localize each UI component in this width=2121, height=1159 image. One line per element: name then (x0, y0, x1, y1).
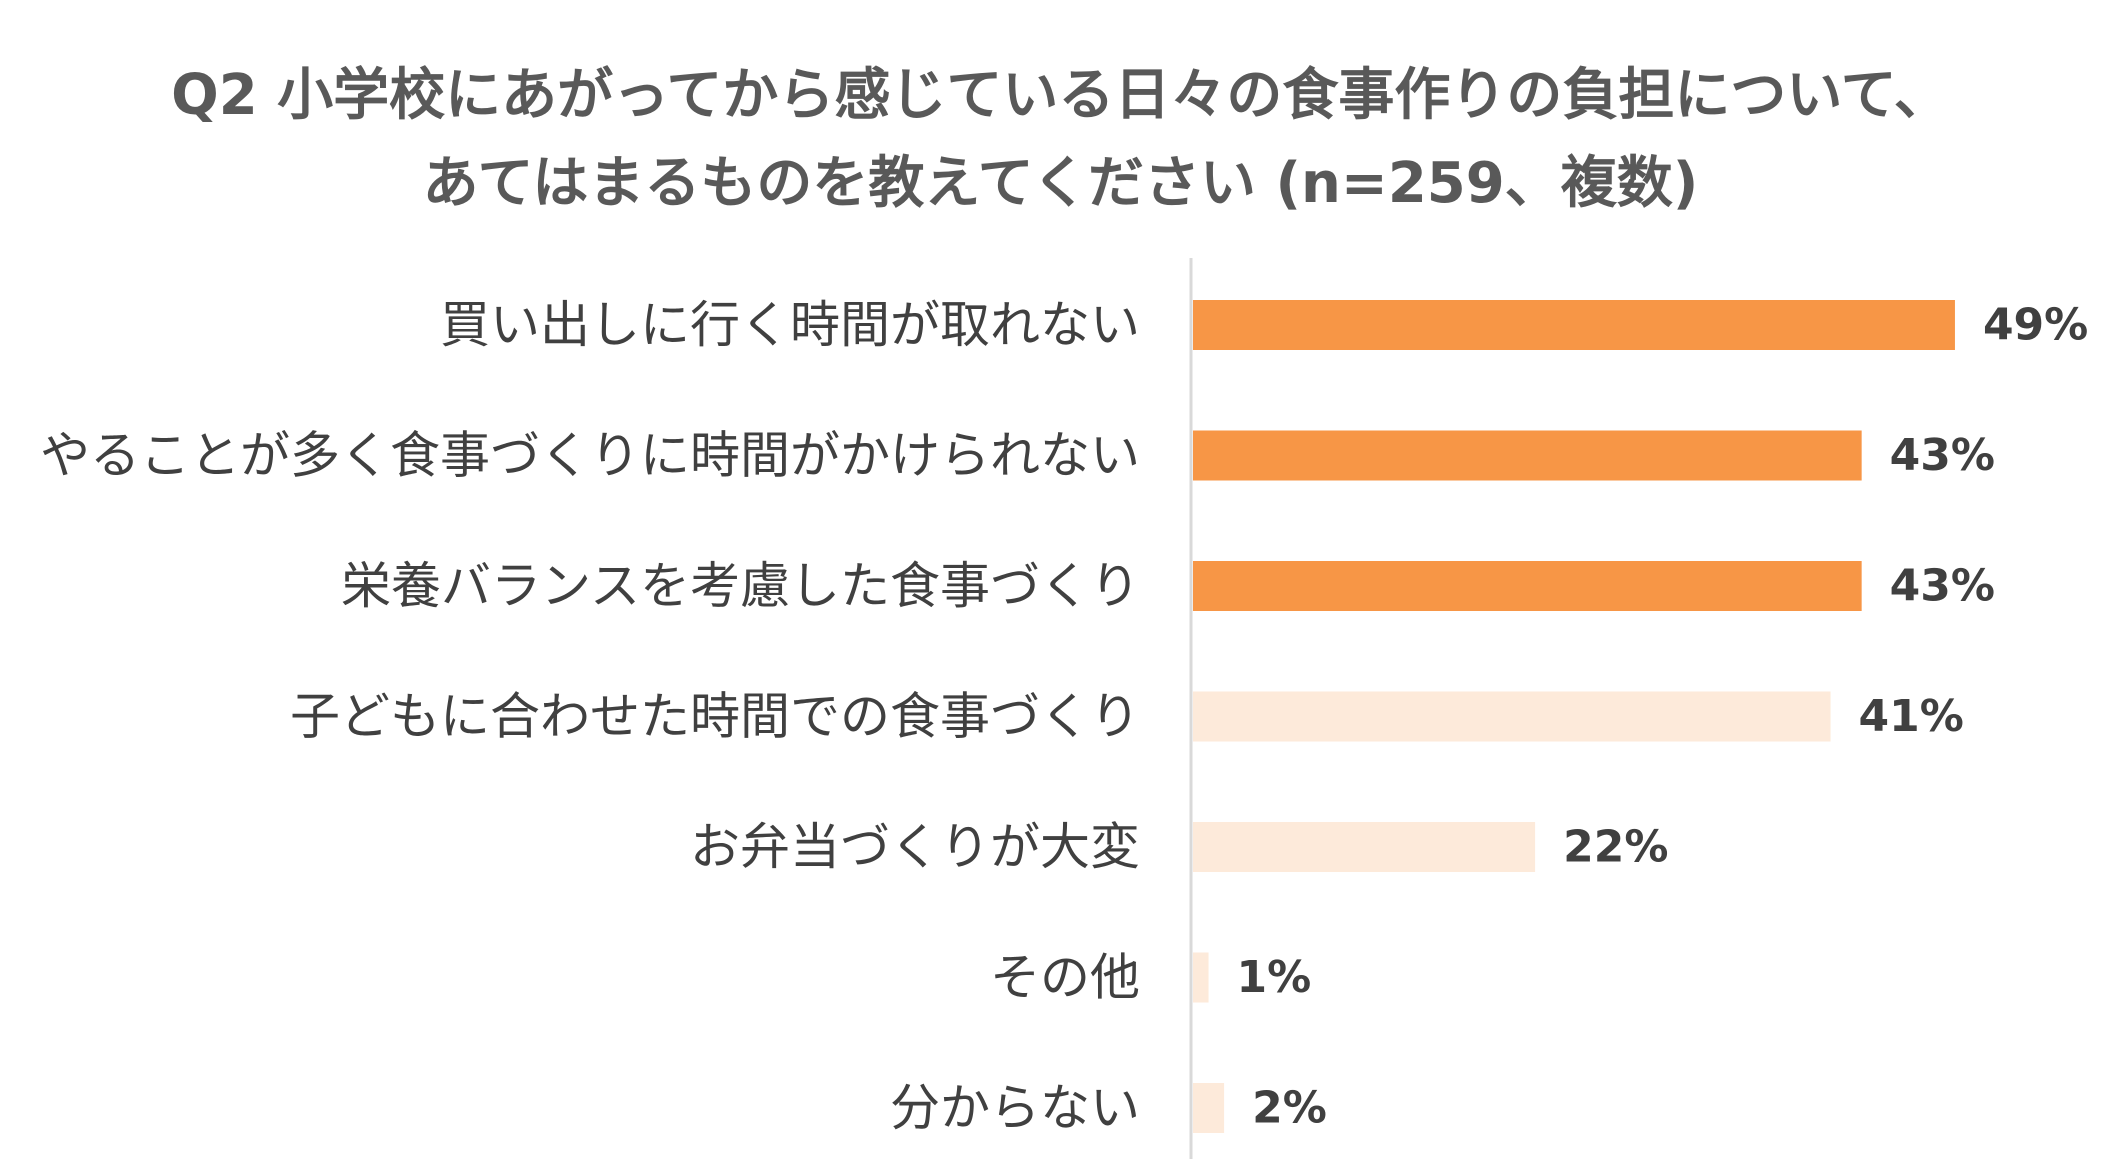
bar (1193, 822, 1536, 872)
category-label: 買い出しに行く時間が取れない (440, 296, 1140, 354)
category-label: 栄養バランスを考慮した食事づくり (341, 557, 1140, 615)
category-label: やることが多く食事づくりに時間がかけられない (40, 427, 1140, 485)
category-label: お弁当づくりが大変 (690, 818, 1140, 876)
category-label: 子どもに合わせた時間での食事づくり (290, 688, 1140, 746)
bar (1193, 561, 1862, 611)
chart-title: Q2 小学校にあがってから感じている日々の食事作りの負担について、 あてはまるも… (0, 52, 2121, 228)
chart-title-line-1: Q2 小学校にあがってから感じている日々の食事作りの負担について、 (171, 63, 1950, 128)
bar (1193, 430, 1862, 481)
bar (1193, 952, 1209, 1003)
value-label: 43% (1890, 561, 1995, 612)
bar (1193, 300, 1955, 350)
value-label: 41% (1859, 691, 1964, 742)
bar (1193, 691, 1831, 742)
value-label: 49% (1983, 300, 2088, 351)
category-label: その他 (990, 949, 1140, 1007)
chart-title-line-2: あてはまるものを教えてください (n=259、複数) (422, 151, 1699, 216)
value-label: 2% (1252, 1083, 1327, 1134)
bar (1193, 1083, 1225, 1133)
category-label: 分からない (890, 1079, 1140, 1137)
value-label: 1% (1237, 952, 1312, 1003)
value-label: 43% (1890, 430, 1995, 481)
value-label: 22% (1563, 822, 1668, 873)
